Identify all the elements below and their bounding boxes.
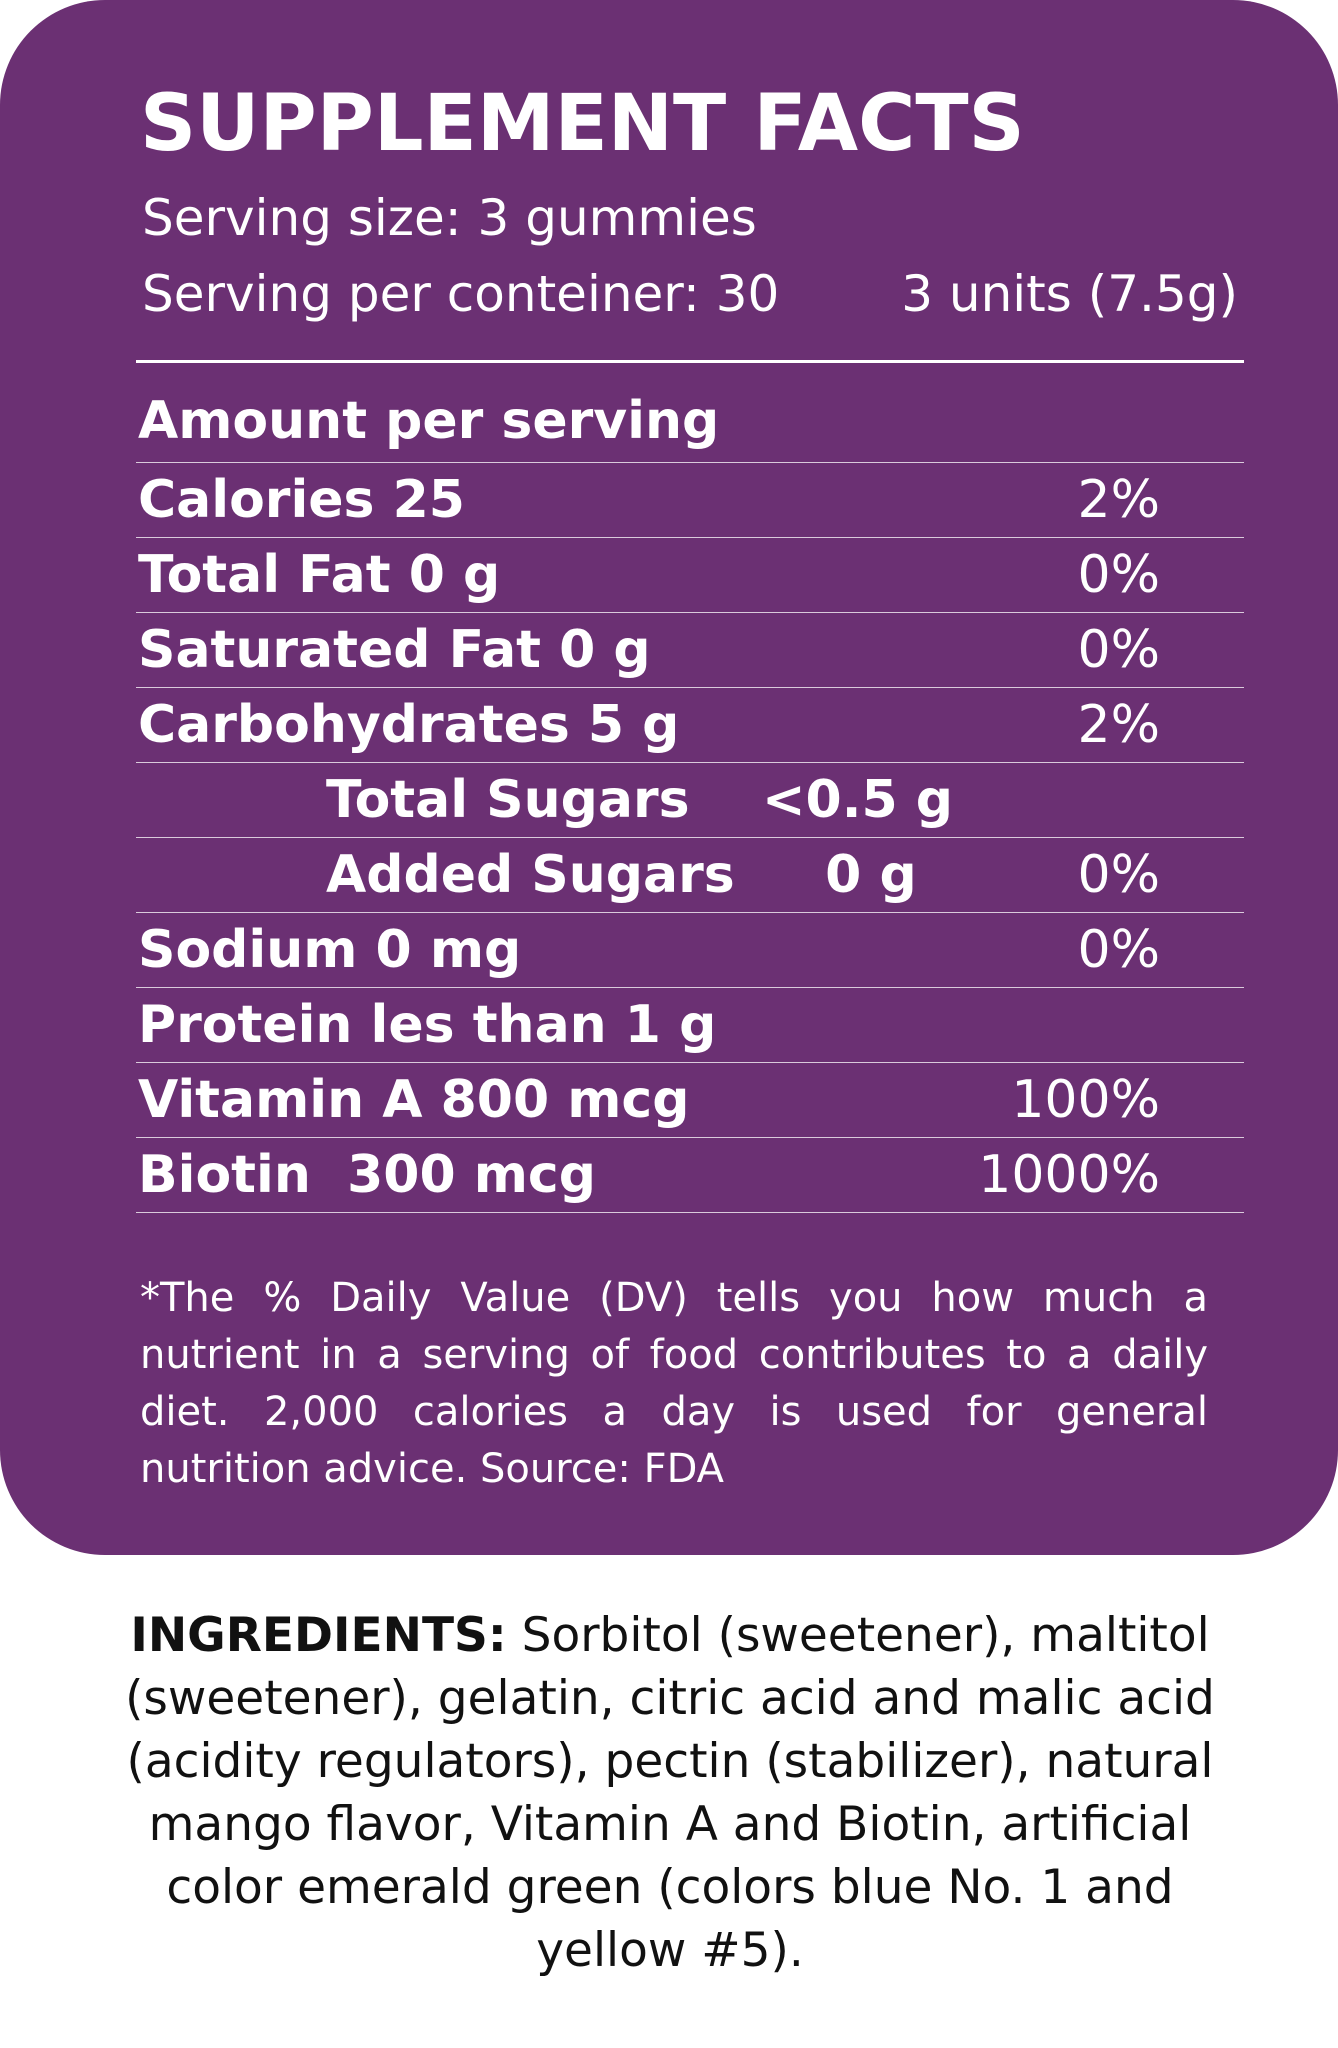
nutrient-label: Vitamin A 800 mcg	[138, 1070, 690, 1130]
nutrient-label: Sodium 0 mg	[138, 920, 522, 980]
nutrient-label: Saturated Fat 0 g	[138, 620, 651, 680]
ingredients-text: Sorbitol (sweetener), maltitol (sweetene…	[125, 1608, 1215, 1978]
nutrient-row-total-fat: Total Fat 0 g 0%	[136, 538, 1244, 613]
nutrient-row-carbohydrates: Carbohydrates 5 g 2%	[136, 688, 1244, 763]
nutrient-row-total-sugars: Total Sugars <0.5 g	[136, 763, 1244, 838]
ingredients-block: INGREDIENTS: Sorbitol (sweetener), malti…	[90, 1604, 1250, 1982]
nutrient-label: Total Fat 0 g	[138, 545, 501, 605]
daily-value: 0%	[1077, 845, 1161, 905]
nutrient-row-added-sugars: Added Sugars 0 g 0%	[136, 838, 1244, 913]
nutrient-row-vitamin-a: Vitamin A 800 mcg 100%	[136, 1063, 1244, 1138]
daily-value: 2%	[1077, 470, 1161, 530]
daily-value: 0%	[1077, 920, 1161, 980]
daily-value: 1000%	[978, 1145, 1160, 1205]
daily-value: 100%	[1011, 1070, 1160, 1130]
facts-title: SUPPLEMENT FACTS	[140, 79, 1025, 169]
serving-units: 3 units (7.5g)	[901, 265, 1238, 323]
nutrient-row-sodium: Sodium 0 mg 0%	[136, 913, 1244, 988]
nutrient-row-protein: Protein les than 1 g	[136, 988, 1244, 1063]
header-divider	[136, 360, 1244, 363]
nutrient-row-biotin: Biotin 300 mcg 1000%	[136, 1138, 1244, 1213]
nutrient-label: Carbohydrates 5 g	[138, 695, 680, 755]
nutrient-label: Protein les than 1 g	[138, 995, 717, 1055]
nutrient-label: Added Sugars 0 g	[326, 845, 917, 905]
nutrient-row-saturated-fat: Saturated Fat 0 g 0%	[136, 613, 1244, 688]
nutrient-label: Total Sugars <0.5 g	[326, 770, 953, 830]
daily-value-footnote: *The % Daily Value (DV) tells you how mu…	[140, 1275, 1208, 1492]
nutrient-row-calories: Calories 25 2%	[136, 463, 1244, 538]
amount-per-serving-heading: Amount per serving	[138, 391, 720, 451]
daily-value: 2%	[1077, 695, 1161, 755]
nutrient-table: Calories 25 2% Total Fat 0 g 0% Saturate…	[136, 462, 1244, 1213]
daily-value: 0%	[1077, 545, 1161, 605]
supplement-facts-panel: SUPPLEMENT FACTS Serving size: 3 gummies…	[0, 0, 1338, 1555]
serving-size: Serving size: 3 gummies	[142, 189, 757, 247]
daily-value: 0%	[1077, 620, 1161, 680]
nutrient-label: Biotin 300 mcg	[138, 1145, 596, 1205]
ingredients-label: INGREDIENTS:	[130, 1608, 507, 1663]
servings-per-container: Serving per conteiner: 30	[142, 265, 780, 323]
nutrient-label: Calories 25	[138, 470, 465, 530]
